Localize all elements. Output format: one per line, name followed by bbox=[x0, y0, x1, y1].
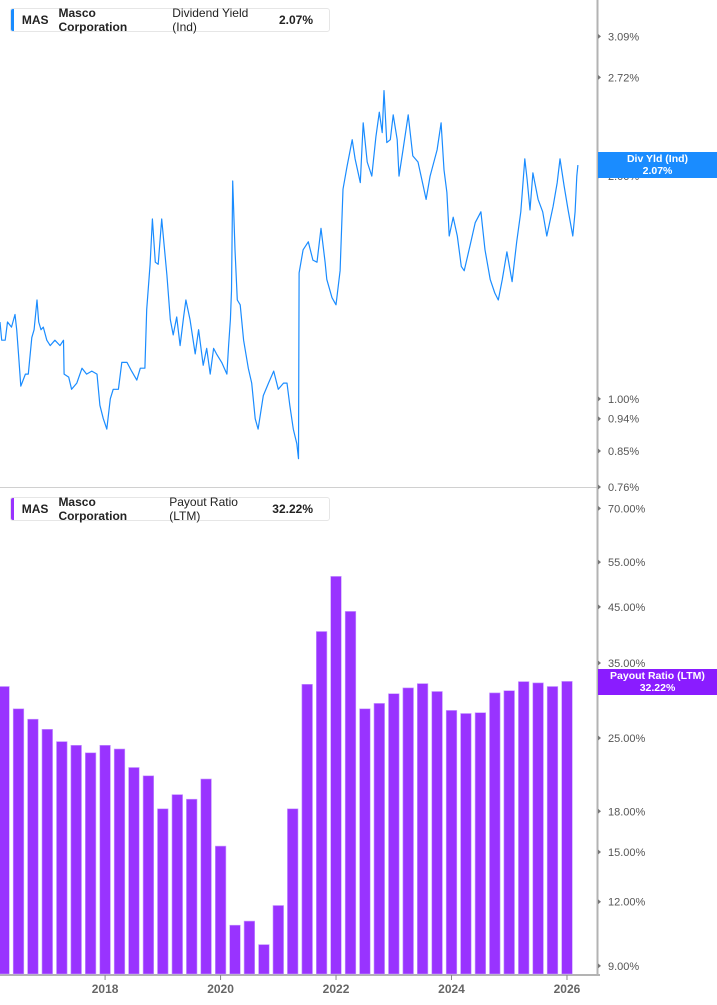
yield-legend-color bbox=[11, 9, 14, 31]
y-tick-label: 0.94% bbox=[608, 414, 639, 426]
legend-value: 2.07% bbox=[278, 13, 313, 27]
tick-mark bbox=[598, 559, 601, 565]
payout-bar bbox=[445, 710, 458, 975]
payout-bar bbox=[489, 692, 501, 975]
payout-bar bbox=[113, 748, 126, 975]
legend-metric: Payout Ratio (LTM) bbox=[169, 495, 238, 523]
payout-bar bbox=[546, 686, 559, 975]
dividend-yield-line bbox=[0, 90, 579, 460]
y-tick-label: 25.00% bbox=[608, 733, 646, 745]
payout-bar bbox=[315, 631, 328, 975]
y-tick-label: 15.00% bbox=[608, 847, 646, 859]
payout-bar bbox=[431, 691, 443, 975]
payout-bar bbox=[0, 686, 10, 975]
tick-mark bbox=[598, 808, 601, 814]
payout-bar bbox=[128, 767, 140, 975]
y-tick-label: 18.00% bbox=[608, 806, 646, 818]
payout-bar bbox=[287, 808, 299, 975]
y-tick-label: 12.00% bbox=[608, 897, 646, 909]
payout-bar bbox=[70, 744, 82, 975]
legend-value: 32.22% bbox=[272, 502, 313, 516]
payout-bar bbox=[229, 924, 241, 975]
y-tick-label: 0.85% bbox=[608, 446, 639, 458]
tick-mark bbox=[598, 735, 601, 741]
tick-mark bbox=[598, 849, 601, 855]
legend-ticker: MAS bbox=[21, 502, 49, 516]
payout-bar bbox=[373, 703, 385, 975]
payout-bar bbox=[359, 708, 371, 975]
tick-mark bbox=[598, 604, 601, 610]
payout-bar bbox=[12, 708, 25, 975]
payout-bar bbox=[518, 681, 530, 975]
payout-bar bbox=[402, 687, 414, 975]
tick-mark bbox=[598, 396, 601, 402]
x-tick-label: 2024 bbox=[438, 982, 465, 996]
legend-metric: Dividend Yield (Ind) bbox=[172, 6, 249, 34]
x-axis-ticks: 2018 2020 2022 2024 2026 bbox=[92, 975, 581, 996]
yield-axis-ticks: 3.09%2.72%2.00%1.00%0.94%0.85%0.76% bbox=[598, 31, 639, 494]
payout-bar bbox=[416, 683, 429, 975]
tick-mark bbox=[598, 484, 601, 490]
payout-bar bbox=[171, 794, 183, 975]
yield-current-tag: Div Yld (Ind) 2.07% bbox=[598, 152, 717, 178]
payout-bar bbox=[503, 690, 515, 975]
x-tick-label: 2022 bbox=[323, 982, 350, 996]
tick-mark bbox=[598, 33, 601, 39]
payout-bar bbox=[258, 944, 270, 975]
payout-bar bbox=[272, 905, 284, 975]
tick-mark bbox=[598, 963, 601, 969]
tick-mark bbox=[598, 74, 601, 80]
payout-bar bbox=[344, 611, 357, 975]
x-tick-label: 2020 bbox=[207, 982, 234, 996]
payout-bar bbox=[85, 752, 97, 975]
tick-mark bbox=[598, 448, 601, 454]
tick-mark bbox=[598, 899, 601, 905]
legend-company: Masco Corporation bbox=[58, 495, 128, 523]
x-tick-label: 2026 bbox=[554, 982, 581, 996]
payout-bar bbox=[157, 808, 169, 975]
payout-bar bbox=[301, 683, 313, 975]
y-tick-label: 3.09% bbox=[608, 31, 639, 43]
payout-bar bbox=[532, 682, 544, 975]
payout-bar bbox=[330, 576, 342, 975]
y-tick-label: 35.00% bbox=[608, 658, 646, 670]
y-tick-label: 2.72% bbox=[608, 72, 639, 84]
payout-bar bbox=[27, 718, 39, 975]
y-tick-label: 45.00% bbox=[608, 602, 646, 614]
payout-legend: MAS Masco Corporation Payout Ratio (LTM)… bbox=[10, 495, 330, 523]
legend-company: Masco Corporation bbox=[58, 6, 128, 34]
payout-bar bbox=[215, 845, 227, 975]
tick-mark bbox=[598, 416, 601, 422]
yield-tag-label: Div Yld (Ind) bbox=[626, 153, 689, 165]
tick-mark bbox=[598, 505, 601, 511]
payout-bar bbox=[200, 778, 212, 975]
payout-tag-value: 32.22% bbox=[639, 682, 676, 694]
payout-legend-color bbox=[11, 498, 14, 520]
legend-ticker: MAS bbox=[21, 13, 49, 27]
payout-bar bbox=[56, 741, 68, 975]
y-tick-label: 9.00% bbox=[608, 961, 639, 973]
payout-bar bbox=[41, 728, 53, 975]
y-tick-label: 55.00% bbox=[608, 557, 646, 569]
y-tick-label: 0.76% bbox=[608, 482, 639, 494]
payout-tag-label: Payout Ratio (LTM) bbox=[610, 670, 705, 682]
payout-bar bbox=[388, 693, 400, 975]
y-tick-label: 1.00% bbox=[608, 394, 639, 406]
yield-tag-value: 2.07% bbox=[642, 165, 673, 177]
payout-current-tag: Payout Ratio (LTM) 32.22% bbox=[598, 669, 717, 695]
tick-mark bbox=[598, 660, 601, 666]
payout-bar bbox=[186, 798, 198, 975]
payout-bar bbox=[460, 713, 472, 975]
payout-axis-ticks: 70.00% 55.00% 45.00% 35.00% 25.00% 18.00% 15.0… bbox=[598, 503, 646, 973]
payout-bar bbox=[561, 681, 573, 975]
payout-bar bbox=[142, 775, 155, 975]
x-tick-label: 2018 bbox=[92, 982, 119, 996]
payout-bars bbox=[0, 576, 573, 975]
yield-legend: MAS Masco Corporation Dividend Yield (In… bbox=[10, 6, 330, 34]
payout-bar bbox=[474, 712, 487, 975]
y-tick-label: 70.00% bbox=[608, 503, 646, 515]
payout-bar bbox=[243, 920, 256, 975]
payout-bar bbox=[99, 744, 111, 975]
